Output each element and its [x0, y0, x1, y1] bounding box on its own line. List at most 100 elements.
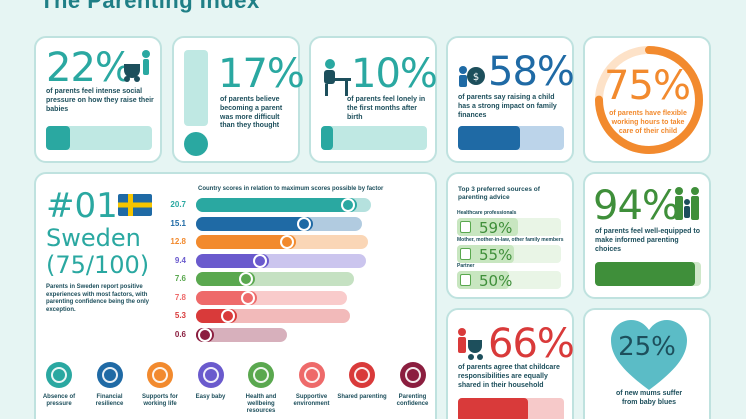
- stat-value: 17%: [218, 51, 305, 97]
- stat-description: of parents feel intense social pressure …: [46, 88, 154, 113]
- exclamation-dot: [184, 132, 208, 156]
- factor-legend-item: Absence of pressure: [33, 362, 85, 408]
- stat-card-more-difficult: 17% of parents believe becoming a parent…: [172, 36, 305, 163]
- country-score: (75/100): [46, 251, 150, 279]
- stat-value: 10%: [351, 51, 438, 97]
- factor-legend-item: Supports for working life: [134, 362, 186, 408]
- stat-value: 25%: [618, 332, 676, 362]
- factor-bar-value: 7.8: [174, 292, 186, 302]
- factor-legend-item: Supportive environment: [286, 362, 338, 408]
- chart-title: Country scores in relation to maximum sc…: [198, 186, 384, 192]
- check-icon: [460, 274, 471, 286]
- stat-value: 75%: [604, 63, 691, 109]
- stat-description: of parents say raising a child has a str…: [458, 94, 557, 119]
- stat-progress-fill: [321, 126, 333, 150]
- factor-bar-value: 9.4: [174, 255, 186, 265]
- factor-bar-value: 0.6: [174, 329, 186, 339]
- factor-legend-label: Supports for working life: [142, 394, 178, 408]
- advice-source-label: Mother, mother-in-law, other family memb…: [457, 237, 564, 243]
- factor-bar-icon: [279, 235, 294, 249]
- advice-source-fill: [457, 218, 518, 236]
- factor-bar-track: [196, 327, 287, 342]
- factor-bar-icon: [198, 327, 212, 342]
- factor-legend-label: Parenting confidence: [396, 394, 429, 408]
- stat-card-shared-childcare: 66% of parents agree that childcare resp…: [446, 308, 575, 419]
- factor-bar: [196, 235, 296, 249]
- factor-bar-value: 5.3: [174, 311, 186, 320]
- factor-bar-icon: [239, 272, 254, 286]
- stat-description: of parents feel lonely in the first mont…: [347, 96, 426, 121]
- factor-bar-icon: [240, 290, 255, 305]
- advice-source-item: Partner 50%: [457, 263, 561, 290]
- stat-description: of parents agree that childcare responsi…: [458, 364, 560, 389]
- factor-bar-icon: [253, 253, 268, 268]
- factor-bar-value: 20.7: [170, 200, 186, 209]
- stat-value: 58%: [488, 49, 575, 95]
- stat-description: of parents believe becoming a parent was…: [220, 96, 283, 130]
- country-summary: Parents in Sweden report positive experi…: [46, 284, 150, 313]
- factor-legend-label: Easy baby: [195, 394, 226, 400]
- factor-bar-value: 12.8: [170, 237, 186, 246]
- country-name: Sweden: [46, 224, 141, 252]
- person-at-desk-icon: [324, 59, 351, 96]
- progress-ring-icon: [595, 46, 703, 154]
- advice-sources-title: Top 3 preferred sources of parenting adv…: [458, 186, 540, 202]
- shared-parenting-icon: [349, 362, 375, 388]
- finance-icon: [96, 362, 123, 388]
- check-icon: [460, 248, 471, 260]
- work-support-icon: [147, 362, 173, 388]
- advice-source-label: Healthcare professionals: [457, 210, 517, 216]
- page-title: The Parenting Index: [40, 0, 260, 13]
- stat-value: 22%: [46, 45, 133, 91]
- confidence-icon: [399, 362, 426, 388]
- advice-source-fill: [457, 245, 514, 263]
- stat-progress-fill: [458, 398, 528, 419]
- health-icon: [248, 362, 274, 388]
- sweden-flag-icon: [118, 194, 152, 216]
- factor-bar-value: 15.1: [170, 218, 186, 228]
- stat-progress-track: [321, 126, 427, 150]
- factor-legend-item: Health and wellbeing resources: [235, 362, 287, 416]
- factor-bar-icon: [297, 216, 312, 231]
- heart-icon: [611, 320, 687, 390]
- family-icon: [675, 187, 699, 220]
- factor-legend-label: Health and wellbeing resources: [245, 394, 277, 415]
- stat-card-finances: $ 58% of parents say raising a child has…: [446, 36, 575, 163]
- factor-bar: [196, 198, 357, 212]
- stat-value: 66%: [488, 321, 575, 367]
- factor-bar-icon: [221, 309, 236, 323]
- factor-bar: [196, 216, 314, 231]
- stat-progress-fill: [458, 126, 520, 150]
- stat-description: of parents have flexible working hours t…: [609, 110, 687, 135]
- advice-source-value: 59%: [479, 219, 513, 237]
- advice-source-item: Mother, mother-in-law, other family memb…: [457, 237, 564, 264]
- parent-pushing-stroller-icon: [124, 50, 150, 82]
- money-bag-icon: $: [459, 66, 485, 87]
- svg-text:$: $: [473, 72, 479, 83]
- stat-card-social-pressure: 22% of parents feel intense social press…: [34, 36, 162, 163]
- factor-legend-label: Supportive environment: [293, 394, 330, 408]
- factor-bar-icon: [341, 198, 355, 212]
- country-rank: #01: [46, 186, 118, 226]
- factor-bar-value: 7.6: [174, 274, 186, 283]
- stat-description: of parents feel well-equipped to make in…: [595, 228, 701, 253]
- stat-value: 94%: [593, 183, 680, 229]
- factor-legend-label: Financial resilience: [95, 394, 124, 408]
- factor-legend-label: Absence of pressure: [42, 394, 76, 408]
- pressure-icon: [46, 362, 72, 388]
- exclamation-icon: [184, 50, 208, 126]
- factor-legend-item: Shared parenting: [336, 362, 388, 401]
- stat-progress-fill: [595, 262, 695, 286]
- stat-card-well-equipped: 94% of parents feel well-equipped to mak…: [583, 172, 711, 299]
- environment-icon: [298, 362, 325, 388]
- check-icon: [460, 221, 471, 233]
- parent-with-stroller-icon: [458, 328, 483, 360]
- stat-description: of new mums suffer from baby blues: [615, 390, 683, 406]
- advice-source-value: 55%: [479, 246, 513, 264]
- factor-legend-item: Parenting confidence: [387, 362, 439, 408]
- stat-card-flexible-hours: 75% of parents have flexible working hou…: [583, 36, 711, 163]
- factor-legend-item: Financial resilience: [84, 362, 136, 408]
- advice-source-value: 50%: [479, 272, 513, 290]
- stat-card-lonely: 10% of parents feel lonely in the first …: [309, 36, 438, 163]
- factor-legend-label: Shared parenting: [337, 394, 387, 400]
